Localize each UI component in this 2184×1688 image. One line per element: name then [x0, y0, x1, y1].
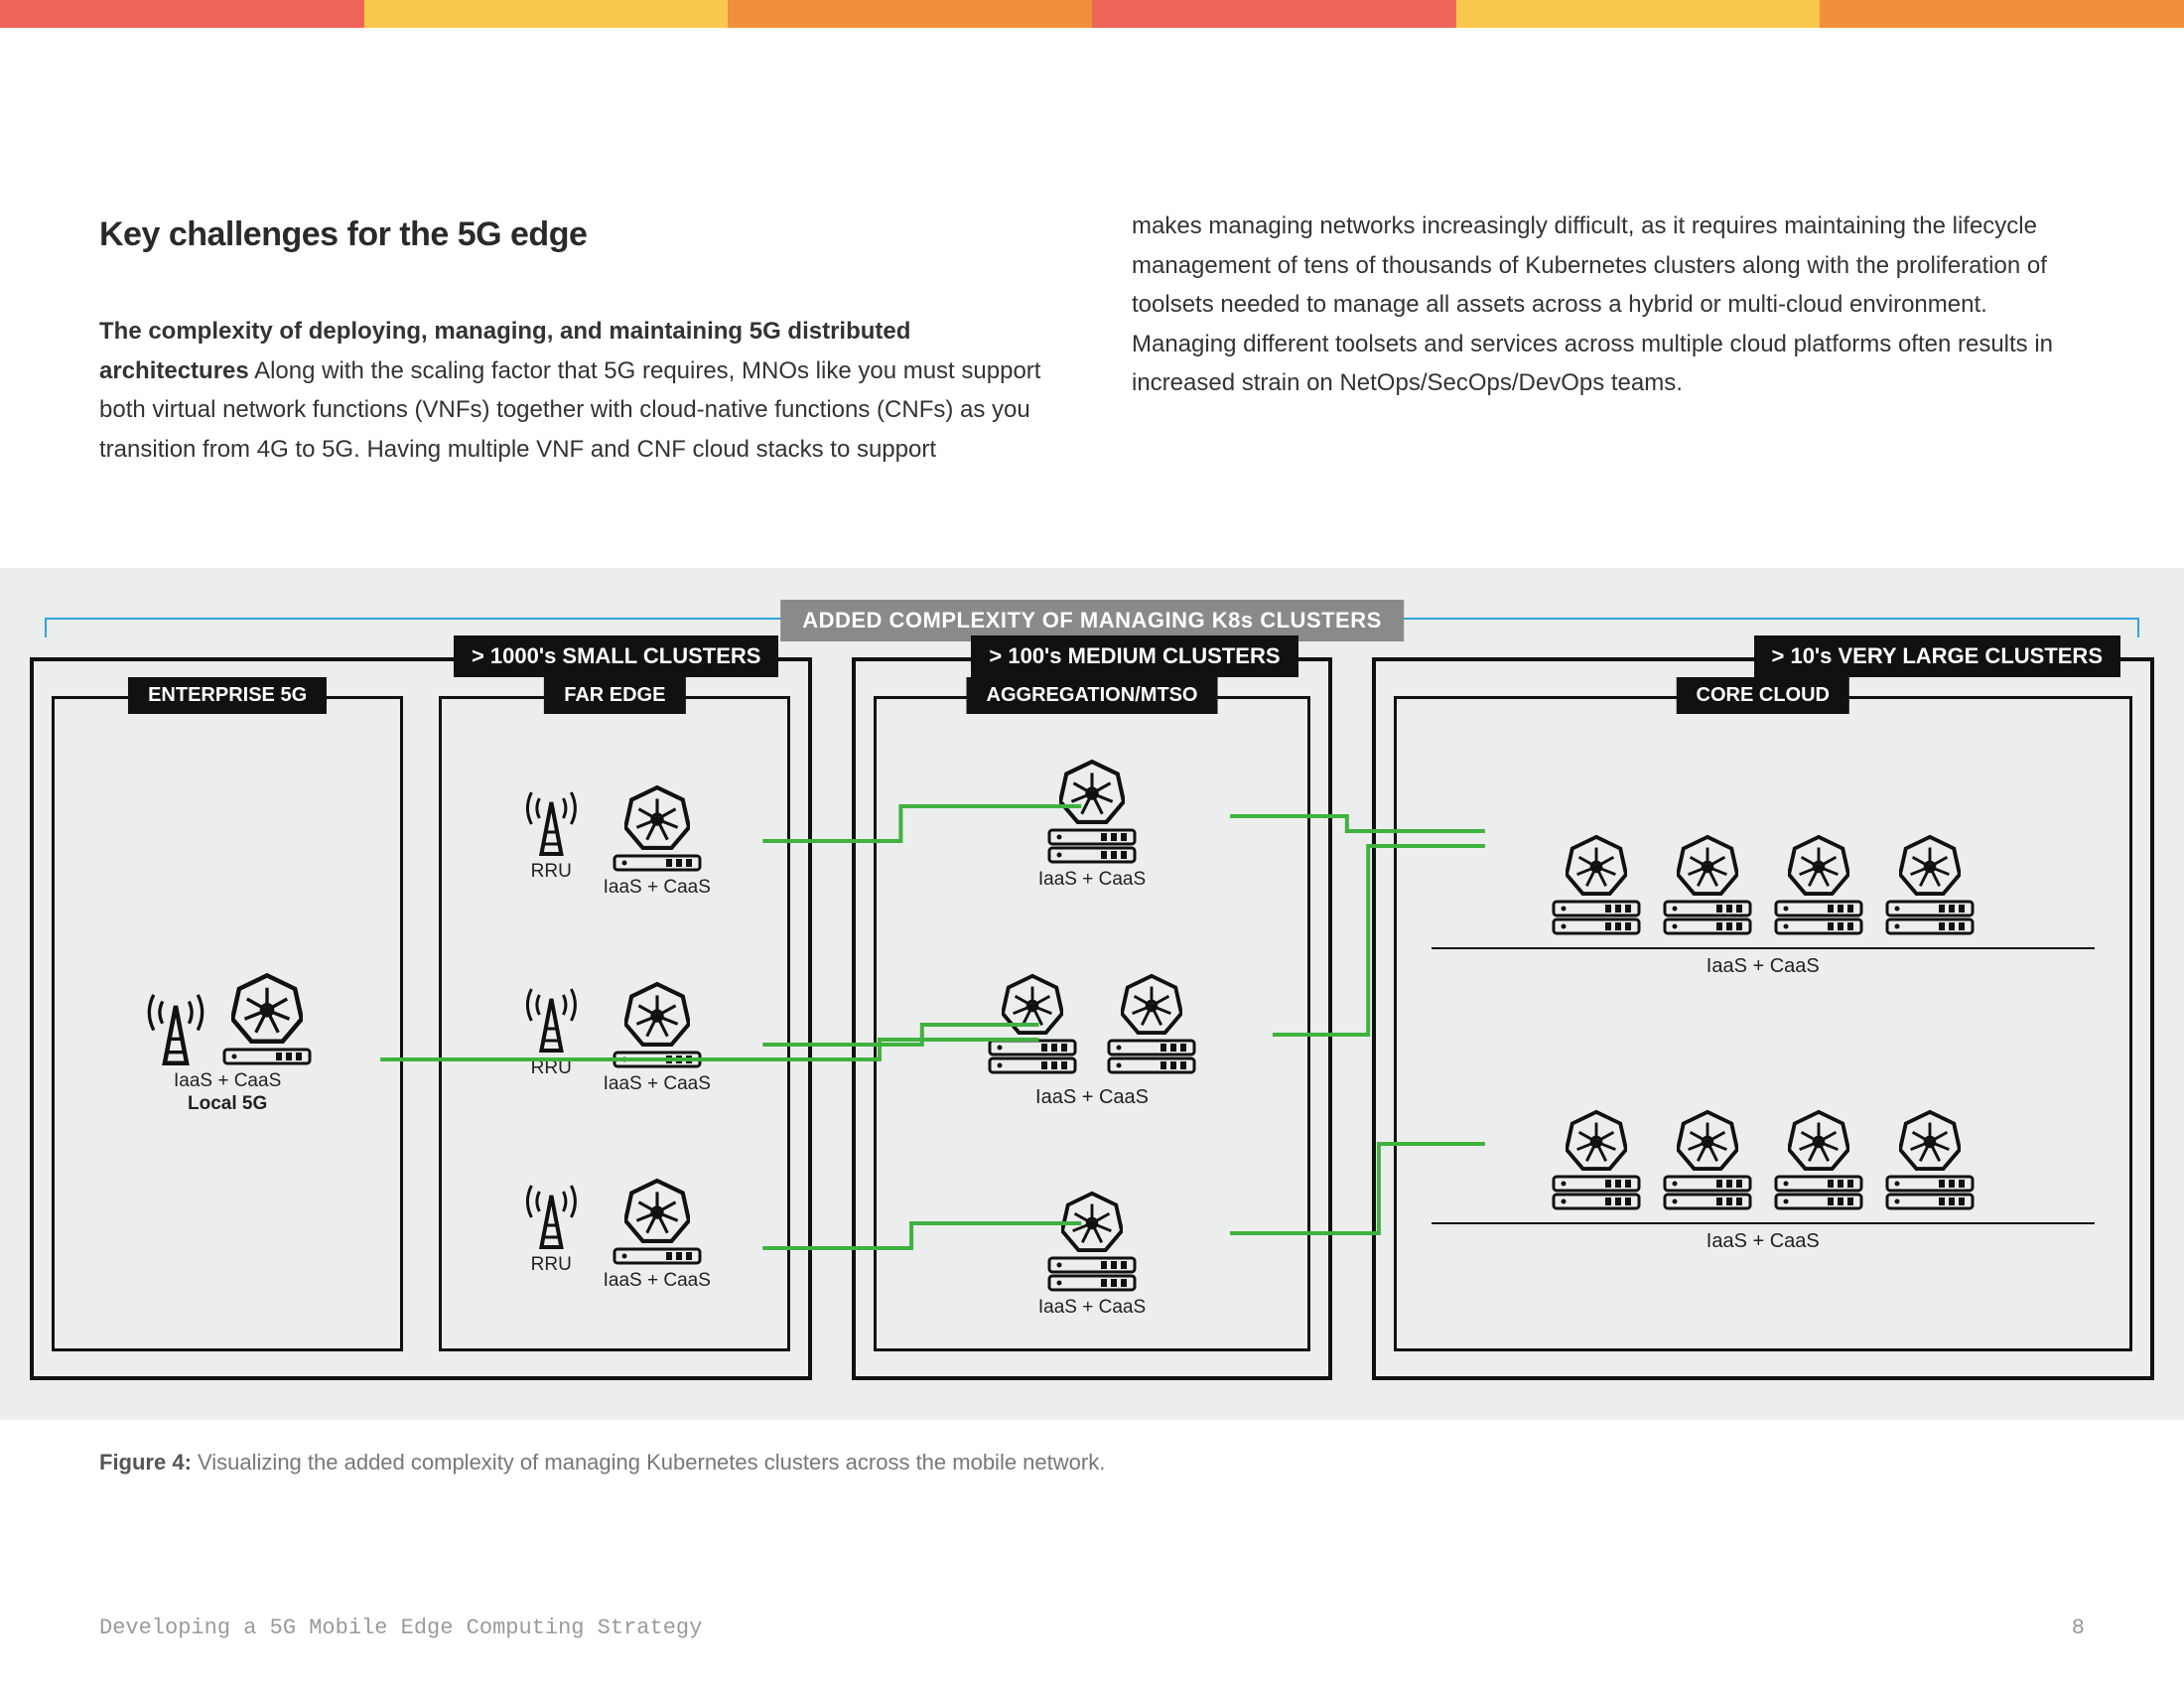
core-node: [1551, 834, 1642, 935]
caption-prefix: Figure 4:: [99, 1450, 192, 1475]
group-1: > 100's MEDIUM CLUSTERSAGGREGATION/MTSO …: [852, 657, 1331, 1380]
figure-caption: Figure 4: Visualizing the added complexi…: [99, 1450, 2085, 1476]
rru-node: RRU: [519, 981, 584, 1080]
core-node: [1884, 1109, 1976, 1210]
panel-core: CORE CLOUD IaaS + CaaSIaaS + CaaS: [1394, 696, 2132, 1351]
panel-label: AGGREGATION/MTSO: [967, 677, 1218, 714]
enterprise-node: IaaS + CaaSLocal 5G: [140, 972, 315, 1117]
rru-node: RRU: [519, 1178, 584, 1277]
caption-text: Visualizing the added complexity of mana…: [192, 1450, 1105, 1475]
page-content: Key challenges for the 5G edge The compl…: [0, 28, 2184, 469]
caas-node: IaaS + CaaS: [604, 784, 711, 900]
core-node: [1662, 834, 1753, 935]
page-footer: Developing a 5G Mobile Edge Computing St…: [99, 1616, 2085, 1640]
agg-node: [983, 973, 1082, 1074]
caas-node: IaaS + CaaS: [604, 1178, 711, 1293]
caas-node: IaaS + CaaS: [604, 981, 711, 1096]
column-right: makes managing networks increasingly dif…: [1132, 207, 2085, 469]
group-label: > 100's MEDIUM CLUSTERS: [971, 635, 1297, 677]
panel-label: FAR EDGE: [544, 677, 685, 714]
rru-node: RRU: [519, 784, 584, 884]
group-2: > 10's VERY LARGE CLUSTERSCORE CLOUD Iaa…: [1372, 657, 2154, 1380]
agg-node: IaaS + CaaS: [1037, 1191, 1147, 1320]
diagram-area: ADDED COMPLEXITY OF MANAGING K8s CLUSTER…: [0, 568, 2184, 1420]
group-0: > 1000's SMALL CLUSTERSENTERPRISE 5G Iaa…: [30, 657, 812, 1380]
panel-aggregation: AGGREGATION/MTSO IaaS + CaaS IaaS + CaaS…: [874, 696, 1309, 1351]
column-left: Key challenges for the 5G edge The compl…: [99, 207, 1052, 469]
panel-faredge: FAR EDGE RRU IaaS + CaaS RRU IaaS + CaaS…: [439, 696, 790, 1351]
core-node: [1662, 1109, 1753, 1210]
core-node: [1551, 1109, 1642, 1210]
paragraph-left: The complexity of deploying, managing, a…: [99, 312, 1052, 469]
panel-label: ENTERPRISE 5G: [128, 677, 327, 714]
footer-title: Developing a 5G Mobile Edge Computing St…: [99, 1616, 702, 1640]
group-label: > 10's VERY LARGE CLUSTERS: [1754, 635, 2121, 677]
agg-node: IaaS + CaaS: [1037, 759, 1147, 892]
group-row: > 1000's SMALL CLUSTERSENTERPRISE 5G Iaa…: [30, 657, 2154, 1380]
core-node: [1884, 834, 1976, 935]
agg-node: [1102, 973, 1201, 1074]
panel-enterprise: ENTERPRISE 5G IaaS + CaaSLocal 5G: [52, 696, 403, 1351]
heading: Key challenges for the 5G edge: [99, 207, 1052, 262]
panel-label: CORE CLOUD: [1677, 677, 1849, 714]
paragraph-right: makes managing networks increasingly dif…: [1132, 207, 2085, 403]
core-node: [1773, 834, 1864, 935]
top-color-stripe: [0, 0, 2184, 28]
group-label: > 1000's SMALL CLUSTERS: [454, 635, 779, 677]
page-number: 8: [2072, 1616, 2085, 1640]
core-node: [1773, 1109, 1864, 1210]
